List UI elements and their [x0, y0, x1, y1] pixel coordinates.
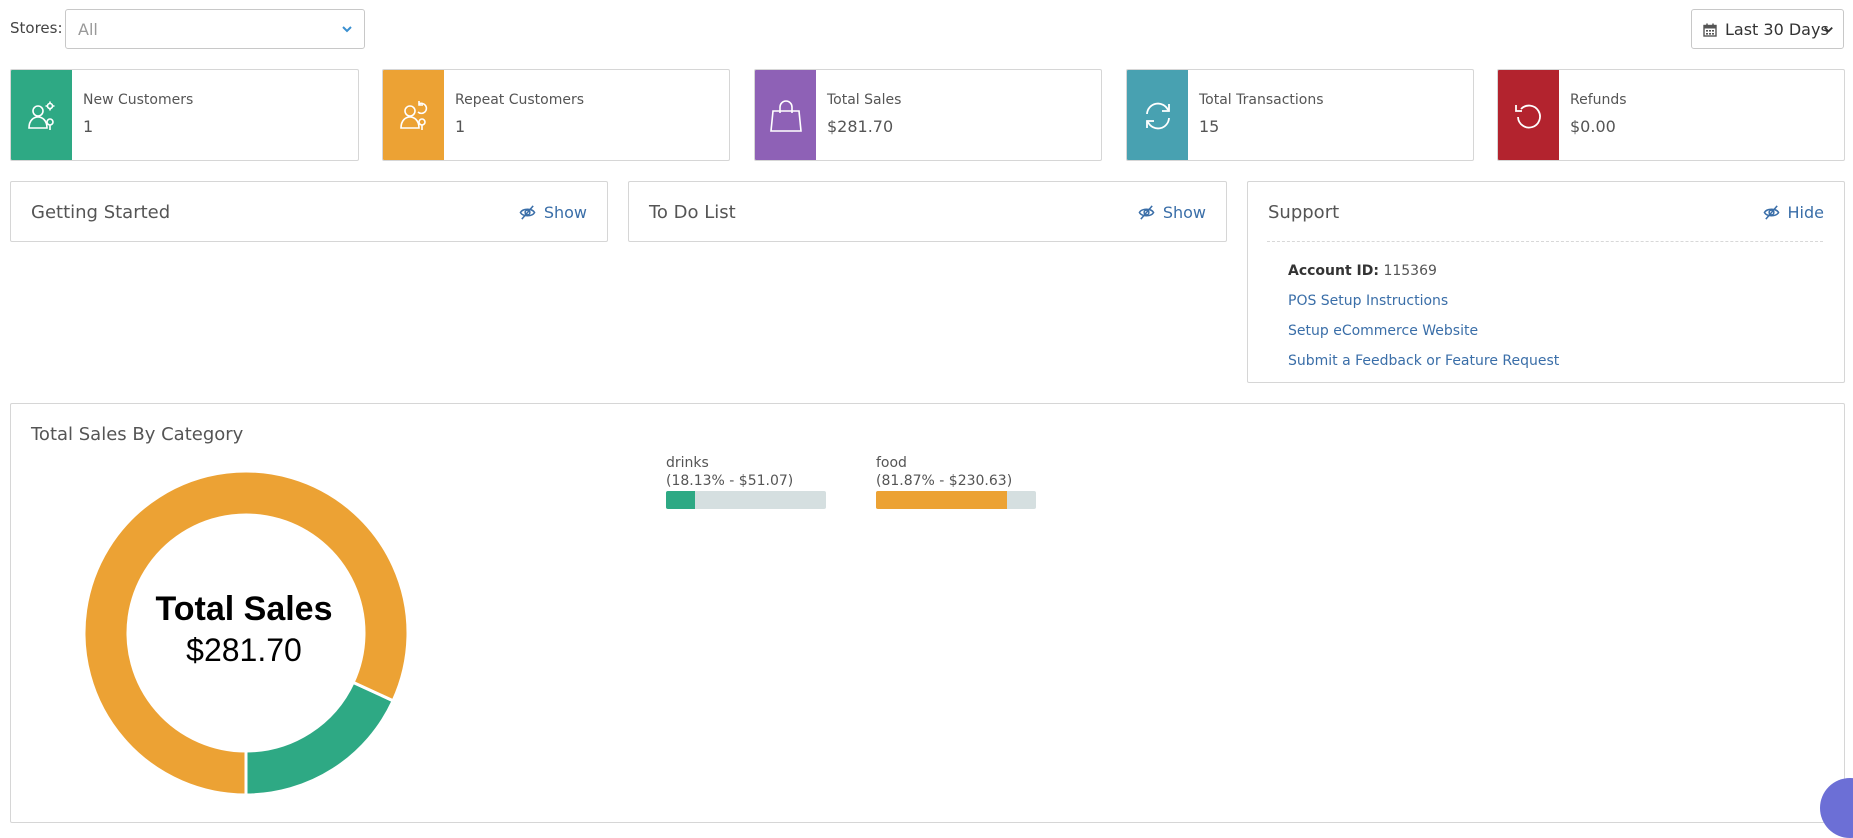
toggle-label: Hide	[1787, 203, 1824, 222]
stat-icon-box	[755, 70, 816, 160]
getting-started-panel: Getting Started Show	[10, 181, 608, 242]
stat-card-repeat-customers: Repeat Customers 1	[382, 69, 730, 161]
legend-bar-track	[876, 491, 1036, 509]
undo-icon	[1514, 104, 1541, 129]
toggle-label: Show	[543, 203, 587, 222]
legend-item-drinks: drinks (18.13% - $51.07)	[666, 455, 826, 509]
legend-percent: (81.87% - $230.63)	[876, 473, 1013, 489]
account-id-label: Account ID:	[1288, 263, 1379, 279]
ecommerce-setup-link[interactable]: Setup eCommerce Website	[1288, 323, 1479, 339]
stat-title: Total Transactions	[1199, 92, 1324, 108]
date-range-button[interactable]: Last 30 Days	[1691, 9, 1844, 49]
legend-percent: (18.13% - $51.07)	[666, 473, 794, 489]
eye-slash-icon	[1763, 205, 1779, 220]
support-hide-toggle[interactable]: Hide	[1763, 203, 1824, 222]
stat-value: 1	[83, 117, 94, 136]
legend-bar-fill	[666, 491, 695, 509]
eye-slash-icon	[1138, 205, 1155, 220]
stat-value: 15	[1199, 117, 1220, 136]
user-gear-icon	[27, 101, 54, 130]
stat-icon-box	[11, 70, 72, 160]
stores-select[interactable]: All	[65, 9, 365, 49]
user-repeat-icon	[399, 101, 427, 130]
account-id: Account ID: 115369	[1288, 263, 1437, 279]
stat-value: $0.00	[1570, 117, 1616, 136]
stat-value: $281.70	[827, 117, 894, 136]
stat-title: Repeat Customers	[455, 92, 585, 108]
toggle-label: Show	[1162, 203, 1206, 222]
panel-title: Total Sales By Category	[31, 424, 244, 445]
stat-title: Refunds	[1570, 92, 1627, 108]
stores-select-value: All	[78, 20, 98, 39]
legend-name: drinks	[666, 455, 709, 471]
date-range-label: Last 30 Days	[1725, 20, 1829, 39]
todo-panel: To Do List Show	[628, 181, 1227, 242]
stat-card-total-transactions: Total Transactions 15	[1126, 69, 1474, 161]
stat-value: 1	[455, 117, 466, 136]
stat-icon-box	[1127, 70, 1188, 160]
stat-title: Total Sales	[827, 92, 902, 108]
stat-card-refunds: Refunds $0.00	[1497, 69, 1845, 161]
stat-icon-box	[1498, 70, 1559, 160]
panel-title: Support	[1268, 202, 1340, 223]
donut-slice-drinks[interactable]	[244, 680, 396, 797]
getting-started-show-toggle[interactable]: Show	[519, 203, 587, 222]
stat-card-new-customers: New Customers 1	[10, 69, 359, 161]
todo-show-toggle[interactable]: Show	[1138, 203, 1206, 222]
legend-bar-fill	[876, 491, 1007, 509]
pos-setup-link[interactable]: POS Setup Instructions	[1288, 293, 1449, 309]
support-panel: Support Hide	[1247, 181, 1845, 383]
legend-bar-track	[666, 491, 826, 509]
stat-title: New Customers	[83, 92, 194, 108]
account-id-value: 115369	[1383, 263, 1437, 279]
stores-label: Stores:	[10, 19, 63, 37]
chevron-down-icon	[1824, 26, 1833, 33]
donut-chart	[82, 469, 410, 797]
shopping-bag-icon	[769, 100, 802, 132]
eye-slash-icon	[519, 205, 536, 220]
donut-slice-food[interactable]	[82, 469, 410, 797]
stat-icon-box	[383, 70, 444, 160]
donut-center-value: $281.70	[186, 632, 302, 668]
calendar-icon	[1703, 23, 1717, 37]
legend-name: food	[876, 455, 907, 471]
feedback-link[interactable]: Submit a Feedback or Feature Request	[1288, 353, 1560, 369]
stat-card-total-sales: Total Sales $281.70	[754, 69, 1102, 161]
panel-title: Getting Started	[31, 202, 171, 223]
legend-item-food: food (81.87% - $230.63)	[876, 455, 1036, 509]
support-divider	[1267, 241, 1823, 242]
chevron-down-icon	[342, 26, 352, 33]
refresh-icon	[1145, 102, 1170, 130]
panel-title: To Do List	[649, 202, 736, 223]
donut-center-title: Total Sales	[155, 590, 333, 628]
